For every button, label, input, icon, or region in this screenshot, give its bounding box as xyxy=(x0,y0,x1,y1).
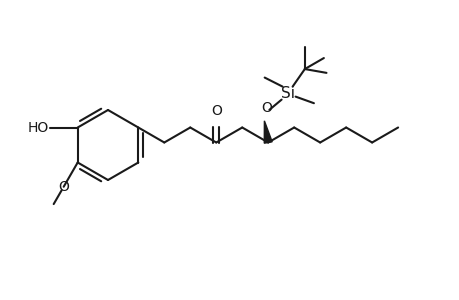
Text: HO: HO xyxy=(28,121,49,134)
Polygon shape xyxy=(264,121,272,143)
Text: O: O xyxy=(260,101,271,115)
Text: O: O xyxy=(210,103,221,118)
Text: O: O xyxy=(58,180,69,194)
Text: Si: Si xyxy=(280,86,294,101)
